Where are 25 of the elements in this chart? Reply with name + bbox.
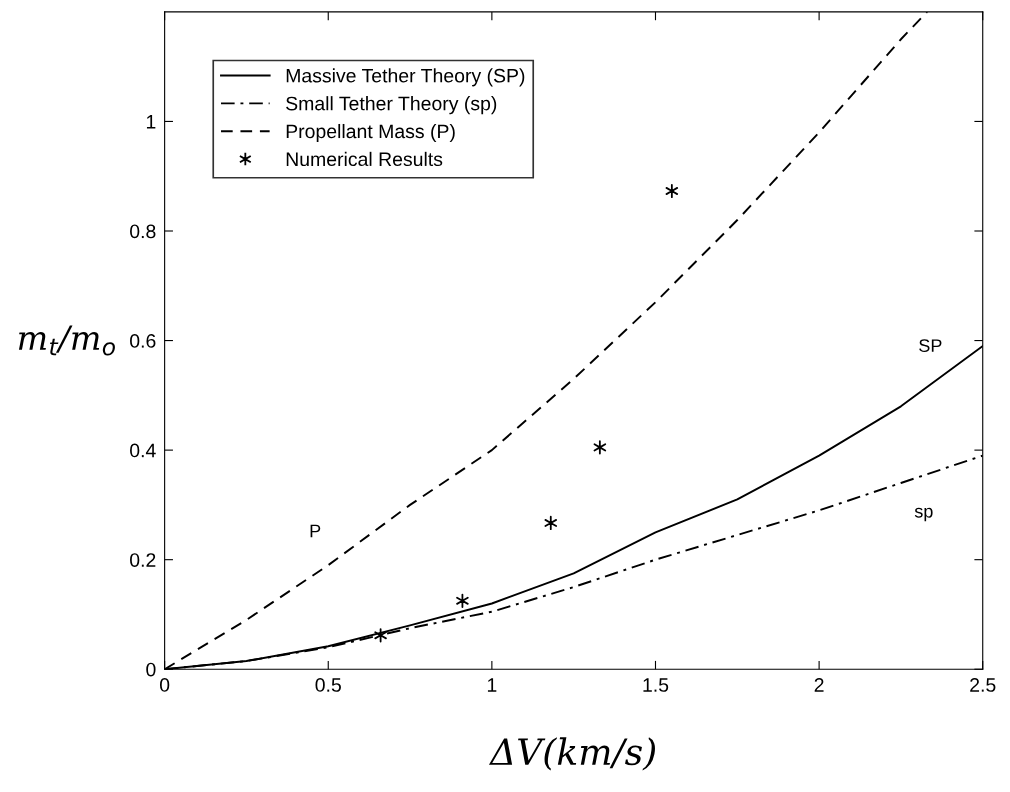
annotation: sp: [914, 507, 933, 522]
x-tick-label: 0: [159, 678, 170, 692]
x-axis-title: ΔV(km/s): [488, 737, 655, 771]
y-tick-label: 1: [146, 115, 156, 129]
x-tick-label: 1: [487, 678, 497, 692]
y-tick-label: 0: [146, 662, 156, 677]
legend-label: Numerical Results: [286, 151, 443, 167]
y-tick-label: 0.6: [130, 334, 156, 348]
legend-label: Massive Tether Theory (SP): [286, 68, 525, 87]
x-tick-label: 1.5: [643, 678, 669, 692]
annotation: P: [310, 524, 321, 538]
legend-label: Small Tether Theory (sp): [286, 96, 497, 115]
legend-label: Propellant Mass (P): [286, 123, 455, 143]
x-tick-label: 2.5: [970, 678, 996, 692]
point: [593, 440, 607, 455]
annotation: SP: [919, 339, 942, 352]
x-tick-label: 2: [814, 678, 824, 692]
x-tick-label: 0.5: [315, 678, 341, 692]
y-tick-label: 0.8: [130, 224, 156, 239]
y-tick-label: 0.2: [130, 553, 156, 567]
point: [374, 628, 387, 643]
y-tick-label: 0.4: [130, 443, 156, 458]
point: [544, 515, 558, 531]
y-axis-title: m$_{t}$/m$_{o}$: [18, 325, 115, 356]
point: [665, 183, 679, 199]
